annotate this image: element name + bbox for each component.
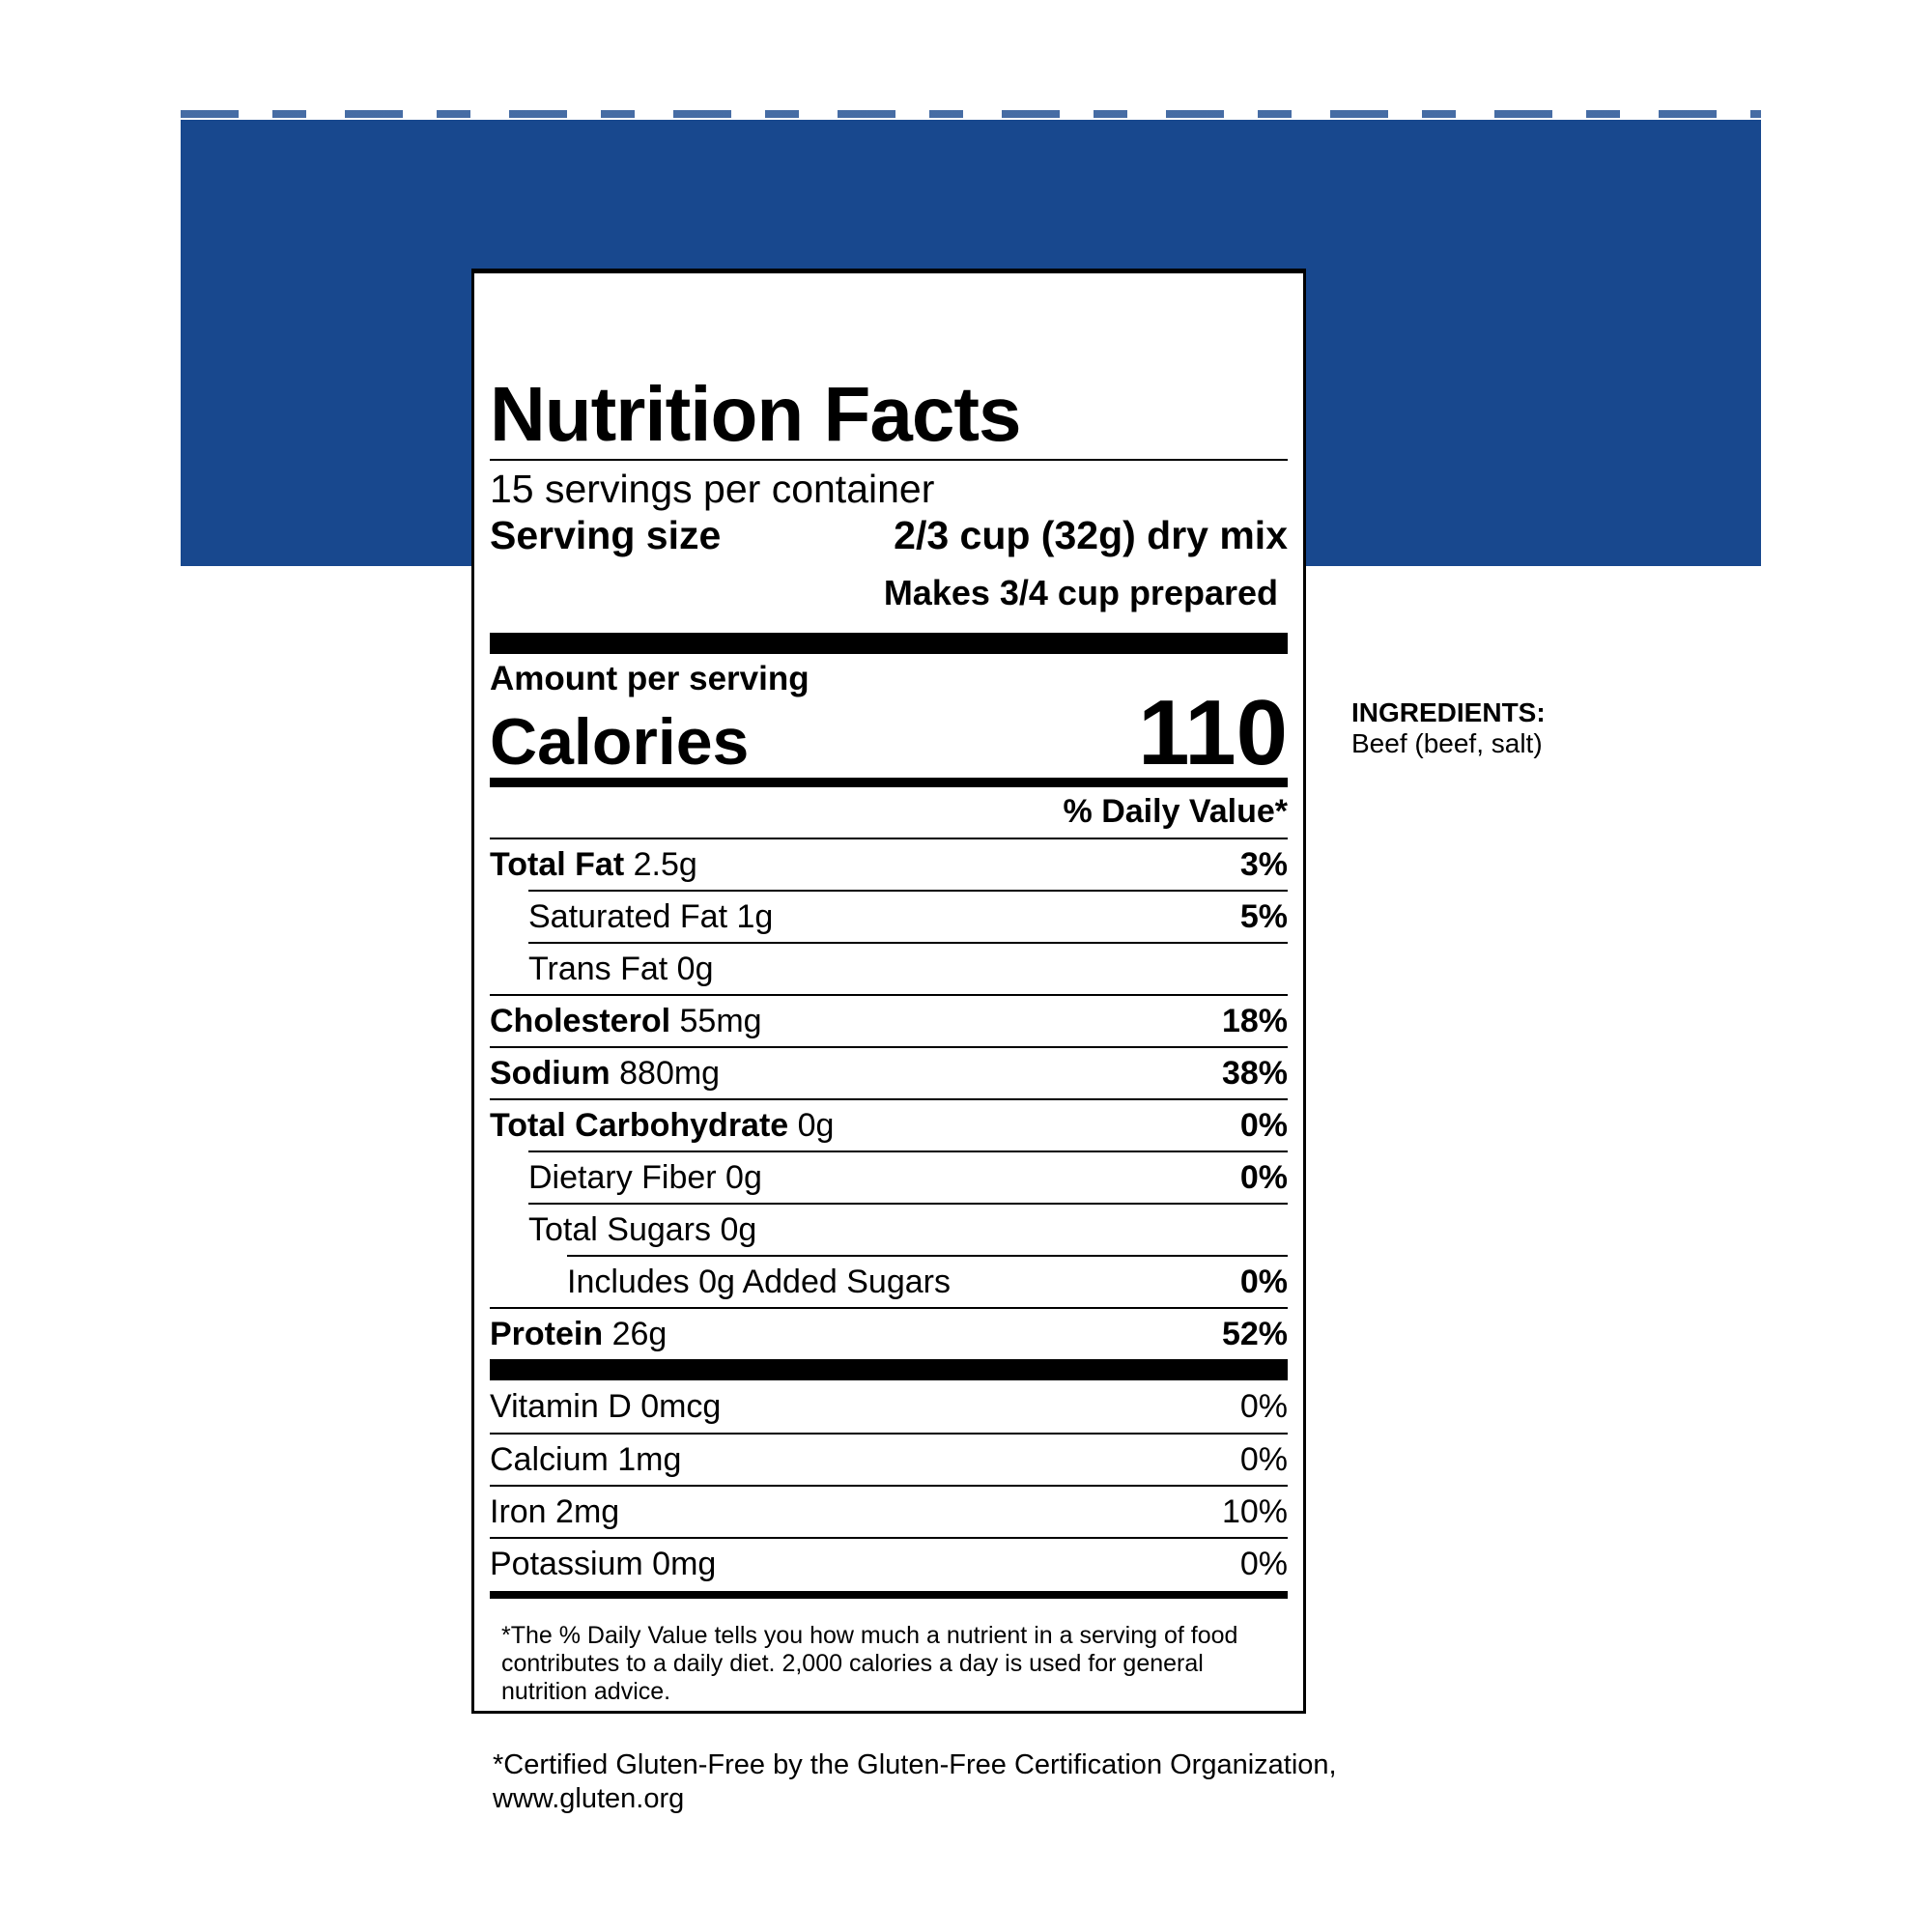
nutrient-dv: 3% [1239,845,1288,883]
calories-value: 110 [1138,681,1288,784]
nutrient-name: Total Carbohydrate [490,1106,789,1144]
nutrient-amount: 0g [797,1106,835,1144]
brush-edge [181,110,1761,118]
nutrient-dv: 18% [1221,1002,1288,1039]
nutrition-facts-label: Nutrition Facts 15 servings per containe… [471,269,1306,1714]
vitamin-dv: 0% [1239,1440,1288,1478]
nutrient-dv: 5% [1239,897,1288,935]
ingredients-heading: INGREDIENTS: [1351,697,1546,727]
serving-size: Serving size 2/3 cup (32g) dry mix [490,513,1288,558]
nutrient-row: Total Carbohydrate 0g 0% [490,1098,1288,1151]
gluten-note-line2: www.gluten.org [493,1783,685,1815]
nutrient-amount: 26g [611,1315,668,1352]
nutrient-name: Includes 0g Added Sugars [567,1263,951,1300]
nutrient-row: Trans Fat 0g [528,942,1288,994]
vitamin-name: Calcium 1mg [490,1440,682,1478]
nutrient-amount: 2.5g [633,845,697,883]
vitamin-name: Vitamin D 0mcg [490,1387,722,1425]
label-title: Nutrition Facts [490,371,1021,457]
amount-per-serving: Amount per serving [490,660,810,697]
nutrient-row: Dietary Fiber 0g 0% [528,1151,1288,1203]
nutrient-dv: 0% [1239,1106,1288,1144]
vitamin-row: Calcium 1mg 0% [490,1433,1288,1485]
nutrient-amount: 880mg [619,1054,721,1092]
thick-divider [490,1359,1288,1380]
nutrient-name: Protein [490,1315,604,1352]
nutrient-name: Sodium [490,1054,611,1092]
vitamin-dv: 0% [1239,1545,1288,1582]
vitamin-name: Iron 2mg [490,1492,620,1530]
nutrient-name: Total Sugars 0g [528,1210,757,1248]
vitamin-dv: 0% [1239,1387,1288,1425]
serving-size-label: Serving size [490,513,722,557]
nutrient-amount: 55mg [679,1002,762,1039]
calories-label: Calories [490,705,750,779]
medium-divider [490,1591,1288,1599]
nutrient-row: Saturated Fat 1g 5% [528,890,1288,942]
calories-row: Calories 110 [490,687,1288,780]
vitamin-row: Iron 2mg 10% [490,1485,1288,1537]
nutrient-rows: Total Fat 2.5g 3% Saturated Fat 1g 5% Tran… [490,838,1288,1599]
vitamin-row: Vitamin D 0mcg 0% [490,1380,1288,1433]
medium-divider [490,778,1288,787]
nutrient-name: Saturated Fat 1g [528,897,774,935]
daily-value-footnote: *The % Daily Value tells you how much a … [501,1622,1238,1705]
vitamin-name: Potassium 0mg [490,1545,717,1582]
serving-size-value: 2/3 cup (32g) dry mix [894,513,1288,557]
nutrient-row: Sodium 880mg 38% [490,1046,1288,1098]
nutrient-row: Total Sugars 0g [528,1203,1288,1255]
daily-value-header: % Daily Value* [1063,793,1288,830]
nutrient-dv: 38% [1221,1054,1288,1092]
makes-prepared: Makes 3/4 cup prepared [883,573,1278,612]
nutrient-name: Trans Fat 0g [528,950,714,987]
nutrient-name: Cholesterol [490,1002,671,1039]
nutrient-row: Protein 26g 52% [490,1307,1288,1359]
divider [490,459,1288,461]
ingredients: INGREDIENTS: Beef (beef, salt) [1351,697,1546,759]
servings-per-container: 15 servings per container [490,467,935,511]
gluten-free-note: *Certified Gluten-Free by the Gluten-Fre… [493,1748,1337,1817]
nutrient-row: Total Fat 2.5g 3% [490,838,1288,890]
nutrient-dv: 0% [1239,1158,1288,1196]
vitamin-dv: 10% [1221,1492,1288,1530]
nutrient-name: Total Fat [490,845,625,883]
nutrient-dv: 0% [1239,1263,1288,1300]
nutrient-row: Includes 0g Added Sugars 0% [567,1255,1288,1307]
nutrient-dv: 52% [1221,1315,1288,1352]
ingredients-text: Beef (beef, salt) [1351,728,1543,758]
vitamin-row: Potassium 0mg 0% [490,1537,1288,1589]
nutrient-row: Cholesterol 55mg 18% [490,994,1288,1046]
thick-divider [490,633,1288,654]
gluten-note-line1: *Certified Gluten-Free by the Gluten-Fre… [493,1749,1337,1780]
nutrient-name: Dietary Fiber 0g [528,1158,762,1196]
